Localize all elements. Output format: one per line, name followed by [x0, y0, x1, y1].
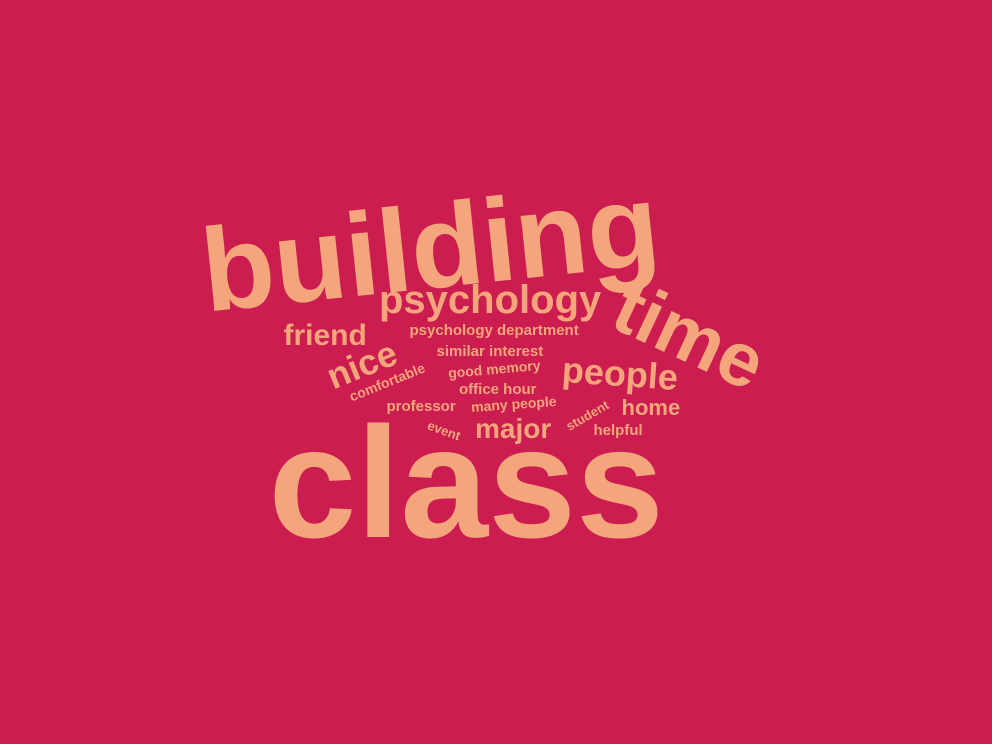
word-psychology-department: psychology department — [409, 321, 579, 339]
word-office-hour: office hour — [459, 380, 537, 398]
word-professor: professor — [386, 397, 456, 415]
word-friend: friend — [283, 319, 367, 352]
word-similar-interest: similar interest — [436, 342, 544, 360]
word-home: home — [621, 395, 681, 420]
word-class: class — [268, 395, 664, 571]
word-major: major — [475, 413, 552, 444]
word-good-memory: good memory — [446, 356, 541, 382]
word-helpful: helpful — [593, 421, 643, 439]
word-people: people — [560, 349, 680, 398]
word-psychology: psychology — [379, 278, 602, 322]
